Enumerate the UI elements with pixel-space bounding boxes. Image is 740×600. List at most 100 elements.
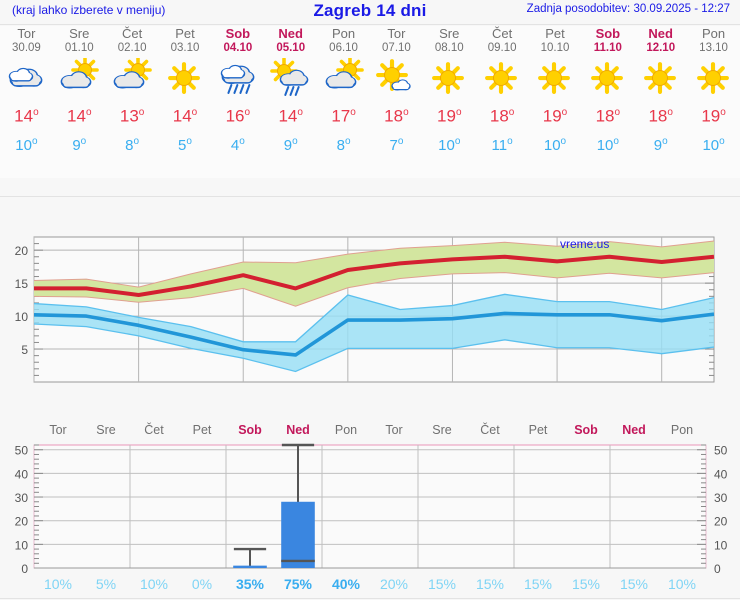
min-temperature: 10o (0, 130, 53, 158)
day-date-label: 10.10 (540, 42, 570, 54)
svg-text:50: 50 (714, 444, 728, 458)
max-temperature-value: 14 (67, 106, 86, 126)
max-temperature-value: 16 (225, 106, 245, 126)
degree-symbol: o (667, 107, 673, 118)
min-temperature-value: 10 (596, 136, 614, 154)
min-temperature: 8o (106, 130, 159, 158)
partly-sunny-icon (317, 58, 370, 100)
day-column[interactable]: Čet 09.10 18o 11o (476, 26, 529, 158)
day-date-label: 13.10 (699, 42, 728, 54)
cloudy-icon (0, 58, 53, 100)
degree-symbol: o (133, 135, 140, 147)
max-temperature: 19o (423, 100, 476, 130)
day-of-week-label: Ned (278, 26, 303, 41)
max-temperature: 19o (529, 100, 582, 130)
degree-symbol: o (80, 135, 87, 147)
svg-text:0: 0 (21, 562, 28, 576)
max-temperature: 13o (106, 100, 159, 130)
page-title: Zagreb 14 dni (313, 1, 427, 20)
day-of-week-label: Tor (17, 26, 36, 41)
day-column[interactable]: Pon 06.10 17o 8o (317, 26, 370, 158)
degree-symbol: o (297, 107, 303, 118)
min-temperature-value: 10 (15, 136, 32, 154)
precip-day-label: Sob (238, 423, 262, 437)
precip-day-label: Sob (574, 423, 598, 437)
svg-text:30: 30 (15, 491, 29, 505)
degree-symbol: o (31, 135, 38, 147)
day-column[interactable]: Tor 30.09 14o 10o (0, 26, 53, 158)
max-temperature: 16o (211, 100, 264, 130)
svg-text:20: 20 (714, 515, 728, 529)
day-of-week-label: Pet (175, 26, 195, 41)
min-temperature-value: 4 (230, 136, 240, 154)
svg-text:10: 10 (15, 538, 29, 552)
day-column[interactable]: Sob 04.10 16o 4o (211, 26, 264, 158)
day-date-label: 30.09 (12, 42, 41, 54)
forecast-day-strip: Tor 30.09 14o 10o Sre 01.10 14o 9o Čet 02.10 13o 8o… (0, 26, 740, 178)
last-update-text: Zadnja posodobitev: 30.09.2025 - 12:27 (526, 3, 730, 15)
precip-probability-value: 35% (236, 576, 265, 592)
max-temperature: 19o (687, 100, 740, 130)
degree-symbol: o (344, 135, 351, 147)
day-column[interactable]: Ned 05.10 14o 9o (264, 26, 317, 158)
max-temperature-value: 19 (542, 106, 562, 126)
degree-symbol: o (662, 135, 668, 147)
precip-probability-value: 15% (620, 576, 648, 592)
day-column[interactable]: Pet 03.10 14o 5o (159, 26, 212, 158)
degree-symbol: o (613, 135, 619, 147)
precip-day-label: Pon (671, 423, 693, 437)
degree-symbol: o (191, 107, 198, 118)
min-temperature-value: 9 (283, 136, 293, 154)
min-temperature: 7o (370, 130, 423, 158)
day-column[interactable]: Tor 07.10 18o 7o (370, 26, 423, 158)
max-temperature: 18o (370, 100, 423, 130)
min-temperature-value: 10 (543, 136, 561, 154)
degree-symbol: o (403, 107, 409, 118)
degree-symbol: o (33, 107, 39, 118)
svg-text:50: 50 (15, 444, 29, 458)
day-column[interactable]: Čet 02.10 13o 8o (106, 26, 159, 158)
day-column[interactable]: Sre 08.10 19o 10o (423, 26, 476, 158)
day-column[interactable]: Sob 11.10 18o 10o (581, 26, 634, 158)
precip-day-label: Čet (480, 422, 500, 437)
max-temperature: 14o (159, 100, 212, 130)
max-temperature-value: 19 (437, 106, 456, 126)
degree-symbol: o (292, 135, 298, 147)
day-column[interactable]: Sre 01.10 14o 9o (53, 26, 106, 158)
header-divider (0, 24, 740, 25)
degree-symbol: o (138, 107, 145, 118)
day-column[interactable]: Pet 10.10 19o 10o (529, 26, 582, 158)
sunny-icon (423, 58, 476, 100)
sun-rain-icon (264, 58, 317, 100)
precip-day-label: Čet (144, 422, 164, 437)
precip-probability-value: 10% (668, 576, 696, 592)
day-date-label: 03.10 (170, 42, 200, 54)
day-column[interactable]: Ned 12.10 18o 9o (634, 26, 687, 158)
max-temperature-value: 17 (331, 106, 351, 126)
precip-probability-value: 5% (96, 576, 116, 592)
min-temperature-value: 9 (653, 136, 663, 154)
svg-text:20: 20 (15, 244, 29, 258)
sunny-icon (159, 58, 212, 100)
sunny-icon (529, 58, 582, 100)
sunny-icon (634, 58, 687, 100)
max-temperature: 14o (264, 100, 317, 130)
day-of-week-label: Čet (122, 26, 143, 41)
min-temperature: 9o (264, 130, 317, 158)
day-column[interactable]: Pon 13.10 19o 10o (687, 26, 740, 158)
min-temperature: 10o (687, 130, 740, 158)
max-temperature: 17o (317, 100, 370, 130)
partly-sunny-icon (106, 58, 159, 100)
max-temperature-value: 18 (595, 106, 615, 126)
precipitation-chart: Tor Sre Čet Pet Sob Ned Pon Tor Sre Čet Pet Sob Ned P… (0, 408, 740, 600)
day-of-week-label: Sob (595, 26, 621, 41)
max-temperature: 18o (634, 100, 687, 130)
precip-bar (281, 501, 315, 568)
day-date-label: 01.10 (64, 42, 94, 54)
rain-shower-icon (211, 58, 264, 100)
sunny-small-cloud-icon (370, 58, 423, 100)
precip-probability-value: 10% (140, 576, 168, 592)
precip-day-label: Sre (432, 423, 452, 437)
degree-symbol: o (186, 135, 192, 147)
max-temperature-value: 14 (14, 106, 34, 126)
